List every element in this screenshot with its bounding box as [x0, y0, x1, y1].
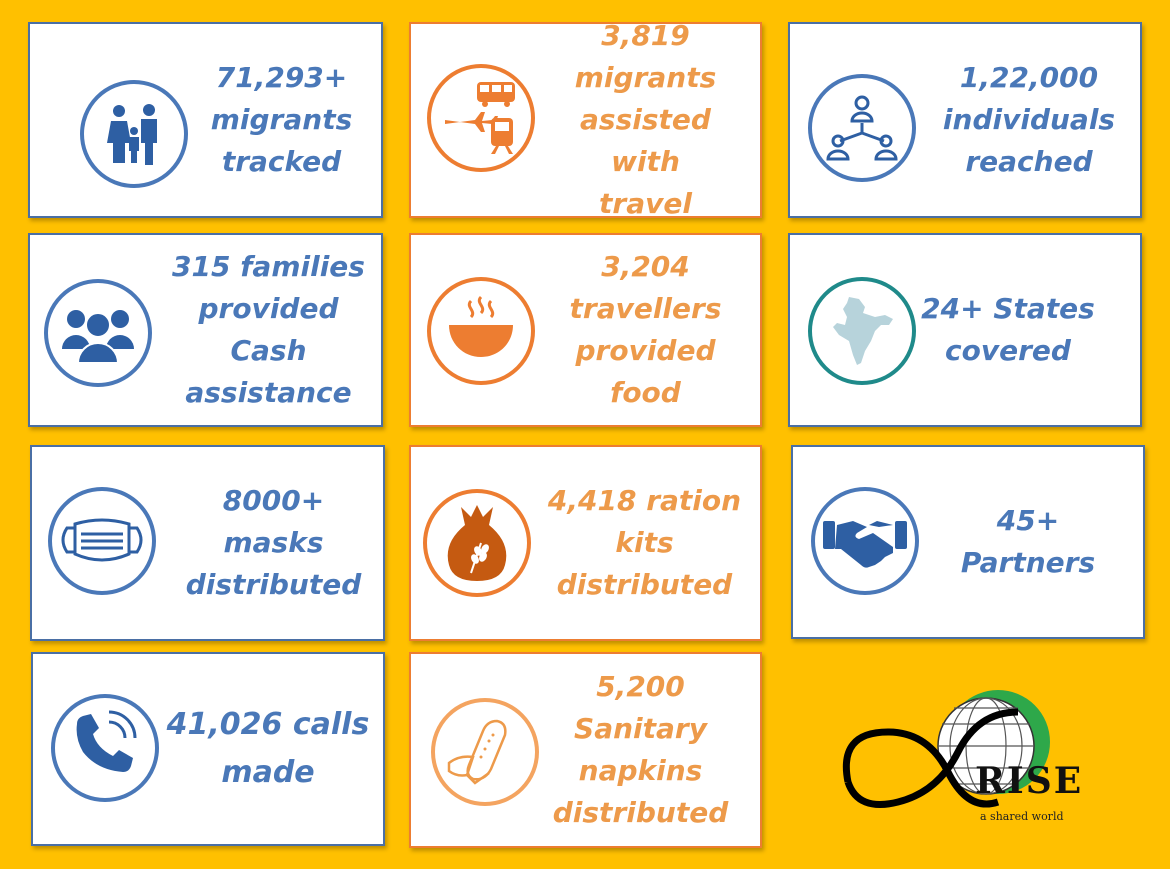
logo-tagline: a shared world: [980, 810, 1064, 823]
stat-label: 71,293+ migrants tracked: [210, 61, 353, 178]
stat-card-partners: 45+ Partners: [791, 445, 1145, 639]
handshake-icon: [811, 487, 919, 595]
stat-card-food: 3,204 travellers provided food: [409, 233, 762, 427]
stat-card-individuals-reached: 1,22,000 individuals reached: [788, 22, 1142, 218]
stat-card-states-covered: 24+ States covered: [788, 233, 1142, 427]
stat-label: 4,418 ration kits distributed: [547, 484, 742, 601]
family-icon: [80, 80, 188, 188]
stat-label: 24+ States covered: [921, 292, 1095, 367]
food-bowl-icon: [427, 277, 535, 385]
rise-logo: [838, 672, 1078, 832]
group-icon: [44, 279, 152, 387]
ration-bag-icon: [423, 489, 531, 597]
stat-label: 8000+ masks distributed: [185, 484, 362, 601]
stat-card-travel-assistance: 3,819 migrants assisted with travel: [409, 19, 762, 220]
napkin-icon: [431, 698, 539, 806]
phone-icon: [51, 694, 159, 802]
stat-label: 41,026 calls made: [166, 707, 370, 790]
mask-icon: [48, 487, 156, 595]
stat-label: 45+ Partners: [960, 504, 1096, 579]
network-icon: [808, 74, 916, 182]
stat-label: 5,200 Sanitary napkins distributed: [552, 670, 729, 829]
stat-label: 315 families provided Cash assistance: [172, 250, 365, 409]
stat-label: 3,204 travellers provided food: [569, 250, 722, 409]
stat-card-sanitary-napkins: 5,200 Sanitary napkins distributed: [409, 652, 762, 848]
stat-card-calls: 41,026 calls made: [31, 652, 385, 846]
stat-card-ration-kits: 4,418 ration kits distributed: [409, 445, 762, 641]
stat-label: 3,819 migrants assisted with travel: [574, 19, 717, 220]
stat-card-masks: 8000+ masks distributed: [30, 445, 385, 641]
travel-icon: [427, 64, 535, 172]
stat-label: 1,22,000 individuals reached: [942, 61, 1116, 178]
logo-wordmark: RISE: [975, 760, 1084, 802]
stat-card-migrants-tracked: 71,293+ migrants tracked: [28, 22, 383, 218]
india-map-icon: [808, 277, 916, 385]
stat-card-cash-assistance: 315 families provided Cash assistance: [28, 233, 383, 427]
